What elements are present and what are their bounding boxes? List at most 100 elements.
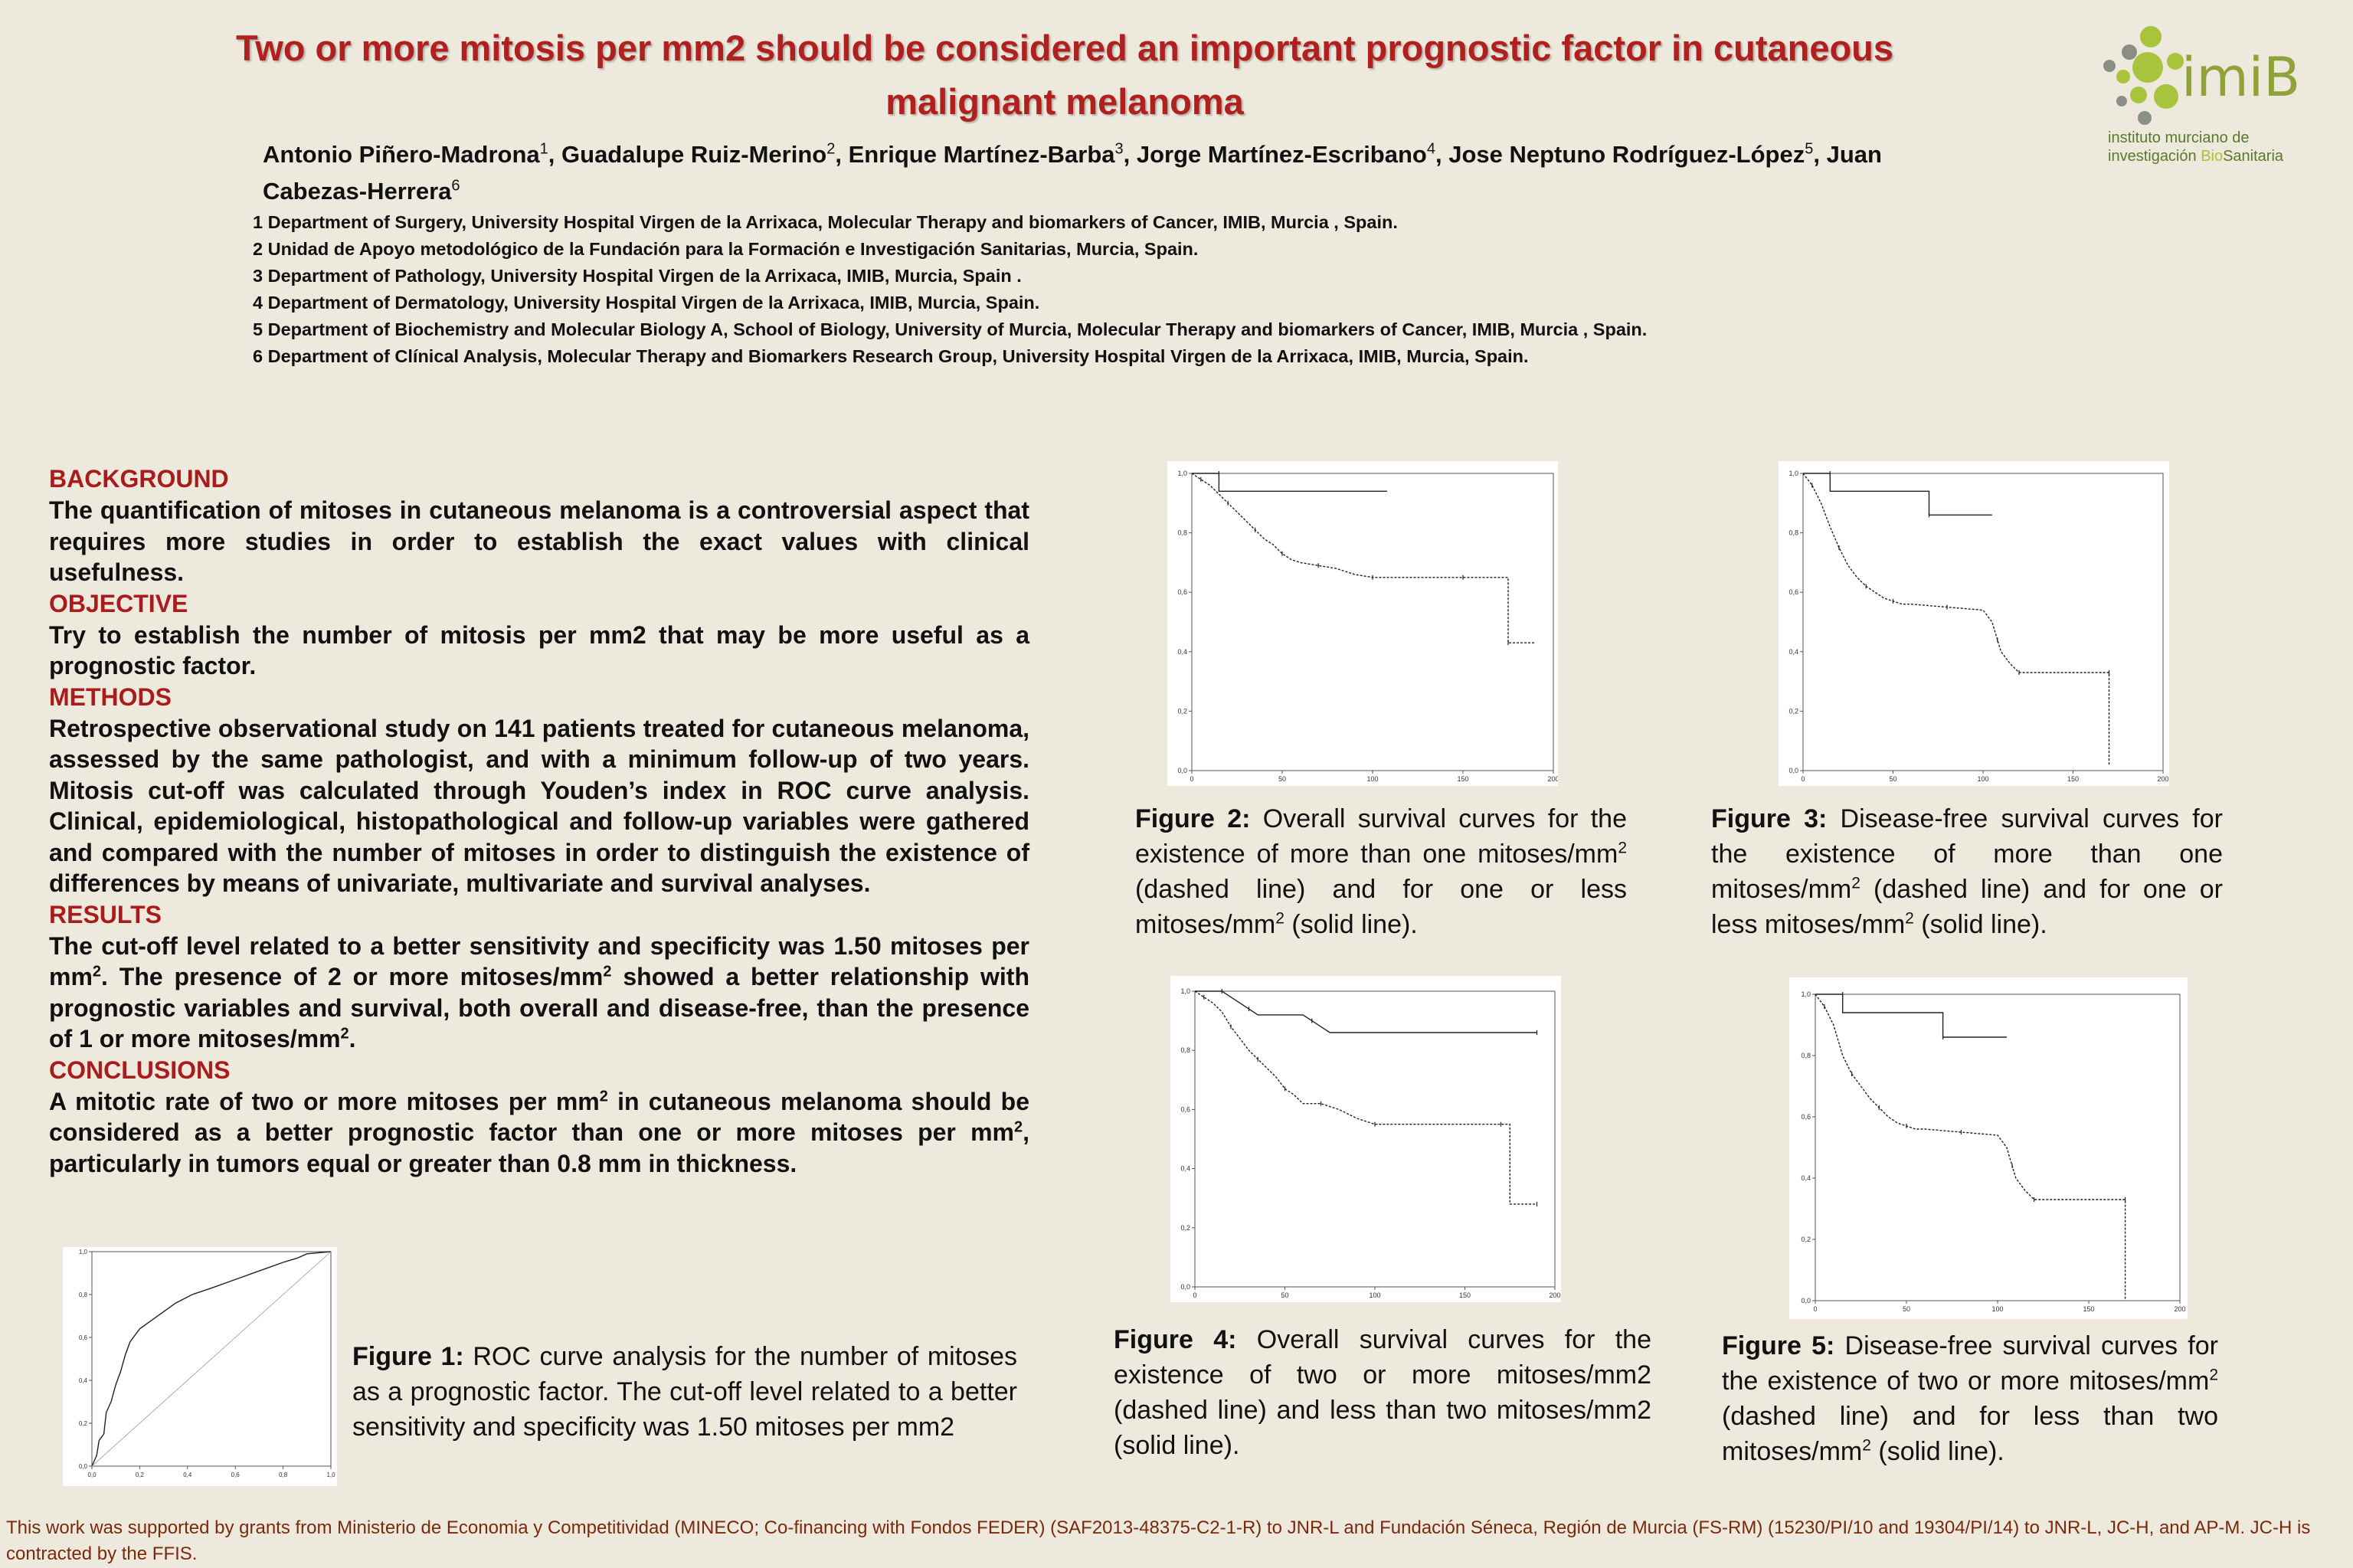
imib-logo-text: imiB xyxy=(2181,46,2301,109)
x-tick-label: 0,4 xyxy=(183,1471,192,1478)
superscript: 2 xyxy=(599,1087,608,1105)
y-tick-label: 1,0 xyxy=(1801,990,1811,998)
y-tick-label: 0,8 xyxy=(1801,1052,1811,1059)
caption-text: ROC curve analysis for the number of mit… xyxy=(352,1342,1017,1442)
x-tick-label: 150 xyxy=(2067,775,2079,783)
x-tick-label: 200 xyxy=(2157,775,2168,783)
y-tick-label: 0,2 xyxy=(1177,707,1187,715)
superscript: 2 xyxy=(1851,874,1860,892)
superscript: 2 xyxy=(92,963,102,980)
caption-text: (dashed line) and for one or less mitose… xyxy=(1135,875,1627,939)
x-tick-label: 0 xyxy=(1801,775,1805,783)
superscript: 2 xyxy=(1905,909,1914,928)
caption-label: Figure 2: xyxy=(1135,804,1251,833)
objective-heading: OBJECTIVE xyxy=(49,589,188,617)
caption-text: Overall survival curves for the existenc… xyxy=(1114,1325,1651,1460)
caption-label: Figure 1: xyxy=(352,1342,464,1371)
x-tick-label: 0 xyxy=(1190,775,1193,783)
text-run: A mitotic rate of two or more mitoses pe… xyxy=(49,1087,600,1115)
solid-series-line xyxy=(1192,473,1387,492)
caption-text: (dashed line) and for one or less mitose… xyxy=(1711,875,2223,939)
caption-label: Figure 5: xyxy=(1722,1331,1835,1360)
y-tick-label: 0,0 xyxy=(1788,767,1798,774)
plot-frame xyxy=(1194,990,1556,1288)
y-tick-label: 0,6 xyxy=(79,1334,88,1341)
author-affil-number: 4 xyxy=(1426,140,1435,158)
affiliation: 4 Department of Dermatology, University … xyxy=(253,293,1040,313)
author-affil-number: 6 xyxy=(451,177,460,195)
y-tick-label: 1,0 xyxy=(1788,470,1798,477)
caption-text: Overall survival curves for the existenc… xyxy=(1135,804,1627,869)
solid-series-line xyxy=(1803,473,1992,516)
text-run: showed a better relationship with progno… xyxy=(49,963,1030,1052)
y-tick-label: 0,0 xyxy=(1801,1297,1811,1304)
text-run: . The presence of 2 or more mitoses/mm xyxy=(101,963,604,990)
methods-heading: METHODS xyxy=(49,683,172,711)
superscript: 2 xyxy=(1275,909,1284,928)
figure-1-caption: Figure 1: ROC curve analysis for the num… xyxy=(352,1339,1017,1445)
solid-series-line xyxy=(1815,994,2007,1038)
superscript: 2 xyxy=(1862,1436,1871,1455)
y-tick-label: 0,2 xyxy=(79,1420,88,1427)
logo-sub-part: Sanitaria xyxy=(2223,148,2284,165)
superscript: 2 xyxy=(1013,1118,1023,1136)
conclusions-heading: CONCLUSIONS xyxy=(49,1056,231,1084)
y-tick-label: 0,6 xyxy=(1180,1105,1190,1113)
x-tick-label: 0,6 xyxy=(231,1471,241,1478)
x-tick-label: 200 xyxy=(1549,1291,1560,1299)
x-tick-label: 0,0 xyxy=(87,1471,97,1478)
y-tick-label: 0,6 xyxy=(1177,588,1187,596)
abstract: BACKGROUND The quantification of mitoses… xyxy=(49,463,1029,1179)
x-tick-label: 1,0 xyxy=(326,1471,335,1478)
x-tick-label: 50 xyxy=(1889,775,1896,783)
plot-frame xyxy=(1191,473,1554,771)
author: Guadalupe Ruiz-Merino xyxy=(561,141,827,168)
y-tick-label: 1,0 xyxy=(79,1249,88,1255)
x-tick-label: 100 xyxy=(1369,1291,1380,1299)
figure-3-survival-chart: 0,0 0,2 0,4 0,6 0,8 1,0 0 50 100 150 200 xyxy=(1779,461,2169,786)
text-run: , particularly in tumors equal or greate… xyxy=(49,1118,1029,1177)
y-tick-label: 0,8 xyxy=(1180,1046,1190,1054)
x-tick-label: 100 xyxy=(1991,1305,2003,1313)
affiliation-list: 1 Department of Surgery, University Hosp… xyxy=(253,209,2014,370)
logo-sub-line: instituto murciano de xyxy=(2108,129,2250,146)
affiliation: 3 Department of Pathology, University Ho… xyxy=(253,266,1022,286)
x-tick-label: 50 xyxy=(1903,1305,1910,1313)
x-tick-label: 0,8 xyxy=(279,1471,288,1478)
superscript: 2 xyxy=(1618,839,1627,857)
affiliation: 5 Department of Biochemistry and Molecul… xyxy=(253,319,1648,339)
x-tick-label: 0 xyxy=(1193,1291,1196,1299)
dashed-series-line xyxy=(1802,473,2110,765)
caption-text: Disease-free survival curves for the exi… xyxy=(1711,804,2223,904)
caption-label: Figure 3: xyxy=(1711,804,1828,833)
x-tick-label: 150 xyxy=(1457,775,1468,783)
y-tick-label: 0,4 xyxy=(1788,648,1798,656)
funding-footer: This work was supported by grants from M… xyxy=(6,1517,2311,1564)
x-tick-label: 0 xyxy=(1813,1305,1817,1313)
dashed-series-line xyxy=(1194,990,1537,1205)
figure-5-caption: Figure 5: Disease-free survival curves f… xyxy=(1722,1328,2218,1469)
author: Enrique Martínez-Barba xyxy=(848,141,1115,168)
text-run: The cut-off level related to a better se… xyxy=(49,931,1029,991)
figure-5-survival-chart: 0,0 0,2 0,4 0,6 0,8 1,0 0 50 100 150 200 xyxy=(1789,977,2188,1319)
superscript: 2 xyxy=(603,963,612,980)
caption-text: (solid line). xyxy=(1284,910,1418,939)
dashed-series-line xyxy=(1815,994,2126,1301)
reference-series-line xyxy=(91,1251,332,1467)
x-tick-label: 200 xyxy=(1547,775,1558,783)
author-affil-number: 5 xyxy=(1805,140,1814,158)
caption-text: (solid line). xyxy=(1913,910,2047,939)
background-heading: BACKGROUND xyxy=(49,465,229,493)
imib-logo-dots-icon xyxy=(2103,26,2184,125)
objective-text: Try to establish the number of mitosis p… xyxy=(49,620,1029,680)
caption-text: (solid line). xyxy=(1870,1437,2004,1466)
y-tick-label: 0,0 xyxy=(1177,767,1187,774)
caption-text: (dashed line) and for less than two mito… xyxy=(1722,1402,2218,1466)
results-text: The cut-off level related to a better se… xyxy=(49,931,1029,1055)
x-tick-label: 150 xyxy=(2083,1305,2094,1313)
imib-logo-subtitle: instituto murciano de investigación BioS… xyxy=(2108,129,2283,165)
figure-4-caption: Figure 4: Overall survival curves for th… xyxy=(1114,1322,1651,1463)
y-tick-label: 0,6 xyxy=(1788,588,1798,596)
figure-2-survival-chart: 0,0 0,2 0,4 0,6 0,8 1,0 0 50 100 150 200 xyxy=(1167,461,1558,786)
y-tick-label: 1,0 xyxy=(1180,987,1190,995)
